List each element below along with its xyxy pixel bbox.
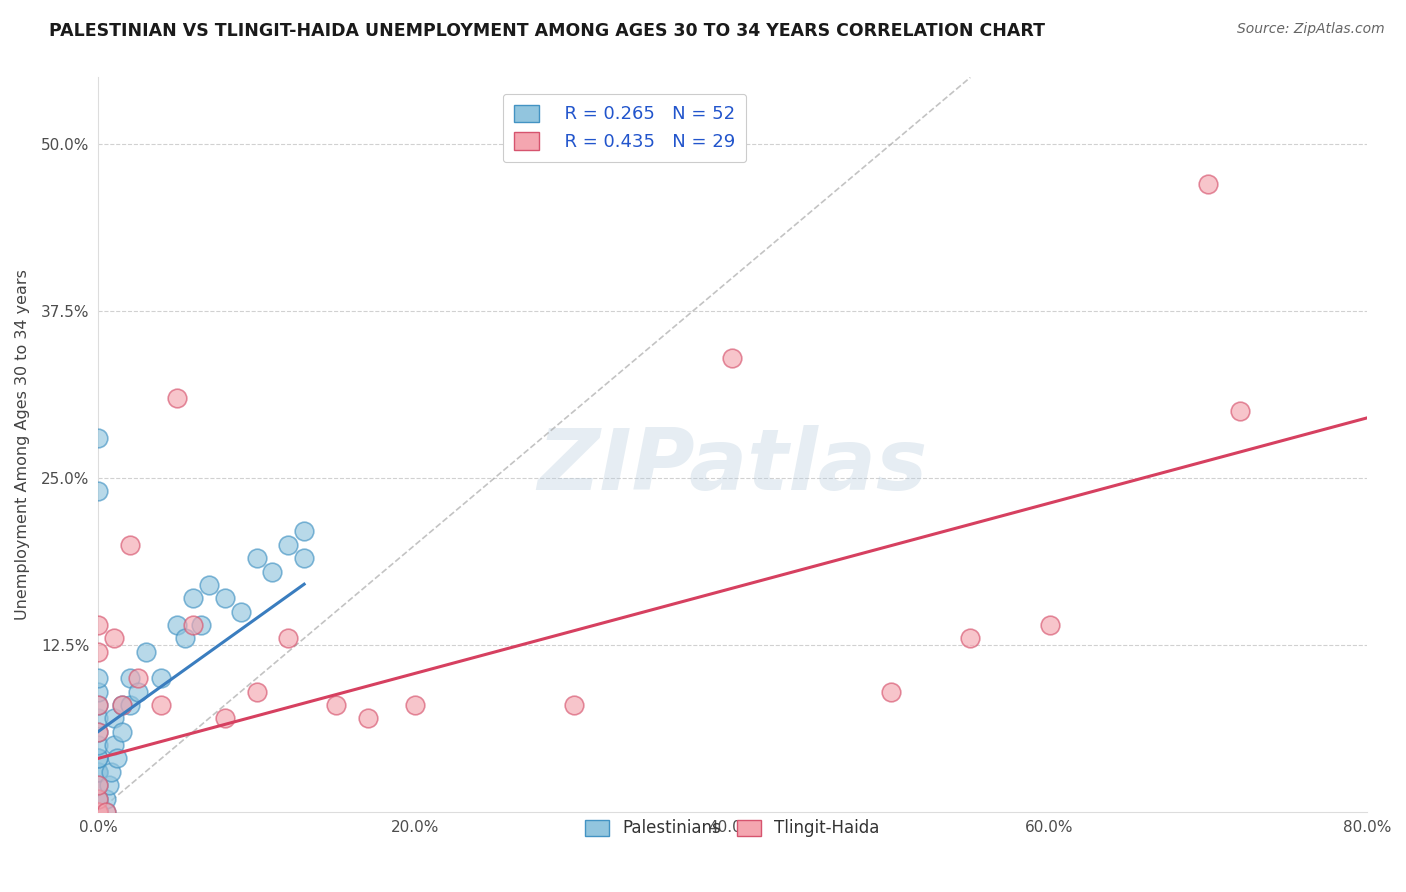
Point [87,751,110,765]
Point [87,805,110,819]
Text: Source: ZipAtlas.com: Source: ZipAtlas.com [1237,22,1385,37]
Point [87,778,110,792]
Point [87,431,110,445]
Point [87,645,110,659]
Point [229,605,252,619]
Point [1197,178,1219,192]
Point [87,738,110,752]
Point [150,698,173,712]
Point [87,618,110,632]
Point [87,764,110,779]
Point [94,805,117,819]
Point [87,671,110,685]
Point [87,805,110,819]
Point [181,618,204,632]
Point [87,778,110,792]
Point [87,805,110,819]
Point [135,645,157,659]
Point [245,684,267,698]
Point [277,632,299,646]
Point [111,698,134,712]
Point [87,805,110,819]
Point [127,671,149,685]
Point [87,805,110,819]
Point [87,805,110,819]
Point [105,751,128,765]
Point [118,538,141,552]
Point [181,591,204,606]
Point [214,591,236,606]
Point [880,684,903,698]
Point [94,791,117,805]
Point [174,632,197,646]
Point [87,698,110,712]
Point [87,751,110,765]
Point [87,805,110,819]
Point [87,791,110,805]
Point [103,711,125,725]
Point [166,618,188,632]
Point [292,524,315,539]
Point [245,551,267,566]
Point [404,698,426,712]
Point [87,791,110,805]
Point [150,671,173,685]
Point [87,698,110,712]
Point [190,618,212,632]
Point [87,764,110,779]
Point [103,632,125,646]
Point [87,805,110,819]
Point [721,351,744,365]
Point [198,578,221,592]
Point [94,805,117,819]
Point [214,711,236,725]
Point [1229,404,1251,418]
Point [325,698,347,712]
Point [87,791,110,805]
Point [87,805,110,819]
Point [166,391,188,405]
Point [87,805,110,819]
Point [262,565,284,579]
Point [87,724,110,739]
Point [127,684,149,698]
Legend: Palestinians, Tlingit-Haida: Palestinians, Tlingit-Haida [579,813,886,844]
Point [87,778,110,792]
Point [87,484,110,499]
Point [87,724,110,739]
Point [292,551,315,566]
Point [959,632,981,646]
Point [277,538,299,552]
Point [562,698,585,712]
Point [1039,618,1062,632]
Point [87,711,110,725]
Point [111,698,134,712]
Y-axis label: Unemployment Among Ages 30 to 34 years: Unemployment Among Ages 30 to 34 years [15,269,30,620]
Point [118,671,141,685]
Point [118,698,141,712]
Point [98,778,121,792]
Point [100,764,122,779]
Point [356,711,378,725]
Point [87,684,110,698]
Point [103,738,125,752]
Point [87,805,110,819]
Text: PALESTINIAN VS TLINGIT-HAIDA UNEMPLOYMENT AMONG AGES 30 TO 34 YEARS CORRELATION : PALESTINIAN VS TLINGIT-HAIDA UNEMPLOYMEN… [49,22,1045,40]
Text: ZIPatlas: ZIPatlas [537,425,928,508]
Point [111,724,134,739]
Point [87,791,110,805]
